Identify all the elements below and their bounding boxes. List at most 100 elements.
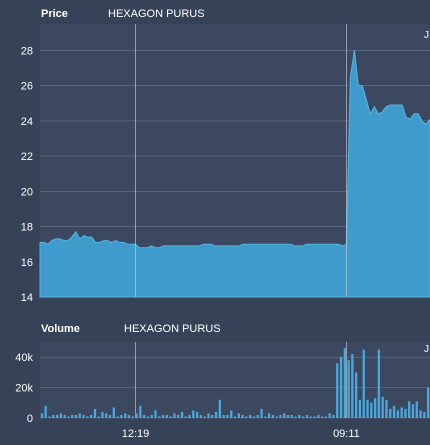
volume-bar	[188, 415, 191, 418]
volume-bar	[392, 405, 396, 418]
price-area-fill	[39, 50, 430, 298]
volume-bar	[93, 408, 97, 418]
volume-bar	[203, 416, 206, 418]
volume-bar	[355, 372, 358, 418]
volume-bar	[260, 408, 263, 418]
volume-bar	[63, 415, 66, 418]
price-vertical-gridlines	[135, 24, 347, 297]
volume-y-axis: 0 20k 40k	[15, 352, 33, 425]
volume-bar	[143, 415, 146, 418]
volume-bar	[120, 415, 123, 418]
volume-bar	[135, 413, 138, 418]
volume-bar	[381, 396, 384, 418]
price-y-axis: 14 16 18 20 22 24 26 28	[21, 45, 33, 304]
volume-bar	[237, 413, 240, 418]
time-tick-label: 09:11	[333, 428, 360, 440]
volume-bar	[396, 410, 399, 418]
volume-y-tick-label: 20k	[15, 383, 33, 395]
volume-bar	[336, 363, 339, 418]
volume-subtitle: HEXAGON PURUS	[124, 323, 221, 335]
volume-bar	[116, 416, 119, 418]
price-title: Price	[41, 8, 68, 20]
volume-bar	[74, 415, 78, 418]
volume-bar	[427, 387, 430, 418]
volume-bar	[101, 411, 104, 418]
volume-bar	[161, 415, 165, 418]
volume-bar	[252, 416, 256, 418]
volume-bar	[48, 416, 51, 418]
price-y-tick-label: 18	[21, 222, 33, 234]
volume-bar	[218, 399, 221, 418]
volume-bar	[351, 354, 354, 418]
volume-bar	[78, 413, 81, 418]
volume-bars	[40, 348, 430, 418]
volume-bar	[283, 413, 286, 418]
volume-bar	[290, 415, 293, 418]
volume-bar	[256, 415, 259, 418]
volume-bar	[214, 411, 218, 418]
volume-bar	[226, 415, 229, 418]
volume-bar	[302, 416, 305, 418]
volume-bar	[245, 416, 248, 418]
volume-bar	[165, 415, 168, 418]
volume-bar	[264, 416, 267, 418]
volume-plot-area	[40, 342, 430, 418]
volume-bar	[267, 413, 271, 418]
volume-bar	[339, 357, 343, 418]
volume-bar	[90, 415, 93, 418]
volume-bar	[71, 415, 74, 418]
volume-bar	[59, 413, 62, 418]
volume-bar	[358, 399, 362, 418]
time-tick-label: 12:19	[122, 428, 150, 440]
volume-bar	[294, 416, 297, 418]
volume-bar	[415, 401, 418, 418]
volume-bar	[211, 415, 214, 418]
volume-bar	[271, 415, 274, 418]
volume-bar	[275, 416, 278, 418]
volume-bar	[67, 416, 70, 418]
volume-bar	[423, 411, 426, 418]
volume-bar	[249, 415, 252, 418]
volume-title: Volume	[41, 323, 80, 335]
volume-bar	[196, 411, 199, 418]
volume-bar	[131, 416, 134, 418]
price-y-tick-label: 16	[21, 257, 33, 269]
volume-bar	[408, 401, 411, 418]
volume-bar	[400, 407, 403, 418]
volume-bar	[86, 416, 89, 418]
volume-bar	[222, 415, 225, 418]
volume-bar	[241, 415, 244, 418]
volume-bar	[366, 399, 369, 418]
volume-bar	[139, 405, 142, 418]
time-axis: 12:19 09:11	[122, 428, 360, 440]
volume-bar	[309, 416, 312, 418]
price-corner-label: J	[424, 30, 429, 41]
volume-bar	[343, 348, 346, 418]
volume-bar	[324, 416, 327, 418]
volume-bar	[279, 415, 282, 418]
price-y-tick-label: 22	[21, 151, 33, 163]
volume-vertical-gridlines	[135, 342, 347, 418]
volume-bar	[44, 405, 47, 418]
volume-bar	[332, 415, 335, 418]
volume-bar	[40, 413, 44, 418]
volume-bar	[55, 415, 59, 418]
volume-bar	[207, 413, 210, 418]
volume-bar	[124, 413, 127, 418]
volume-bar	[146, 416, 150, 418]
volume-bar	[389, 408, 392, 418]
volume-bar	[154, 410, 157, 418]
volume-bar	[173, 413, 176, 418]
price-y-tick-label: 26	[21, 81, 33, 93]
volume-bar	[108, 415, 112, 418]
volume-bar	[298, 415, 301, 418]
volume-y-tick-label: 40k	[15, 352, 33, 364]
volume-bar	[317, 415, 320, 418]
volume-bar	[321, 416, 324, 418]
volume-bar	[52, 415, 55, 418]
volume-bar	[377, 349, 380, 418]
price-panel: 14 16 18 20 22 24 26 28 Price HEXAGON PURUS J	[21, 8, 430, 304]
volume-bar	[180, 411, 184, 418]
